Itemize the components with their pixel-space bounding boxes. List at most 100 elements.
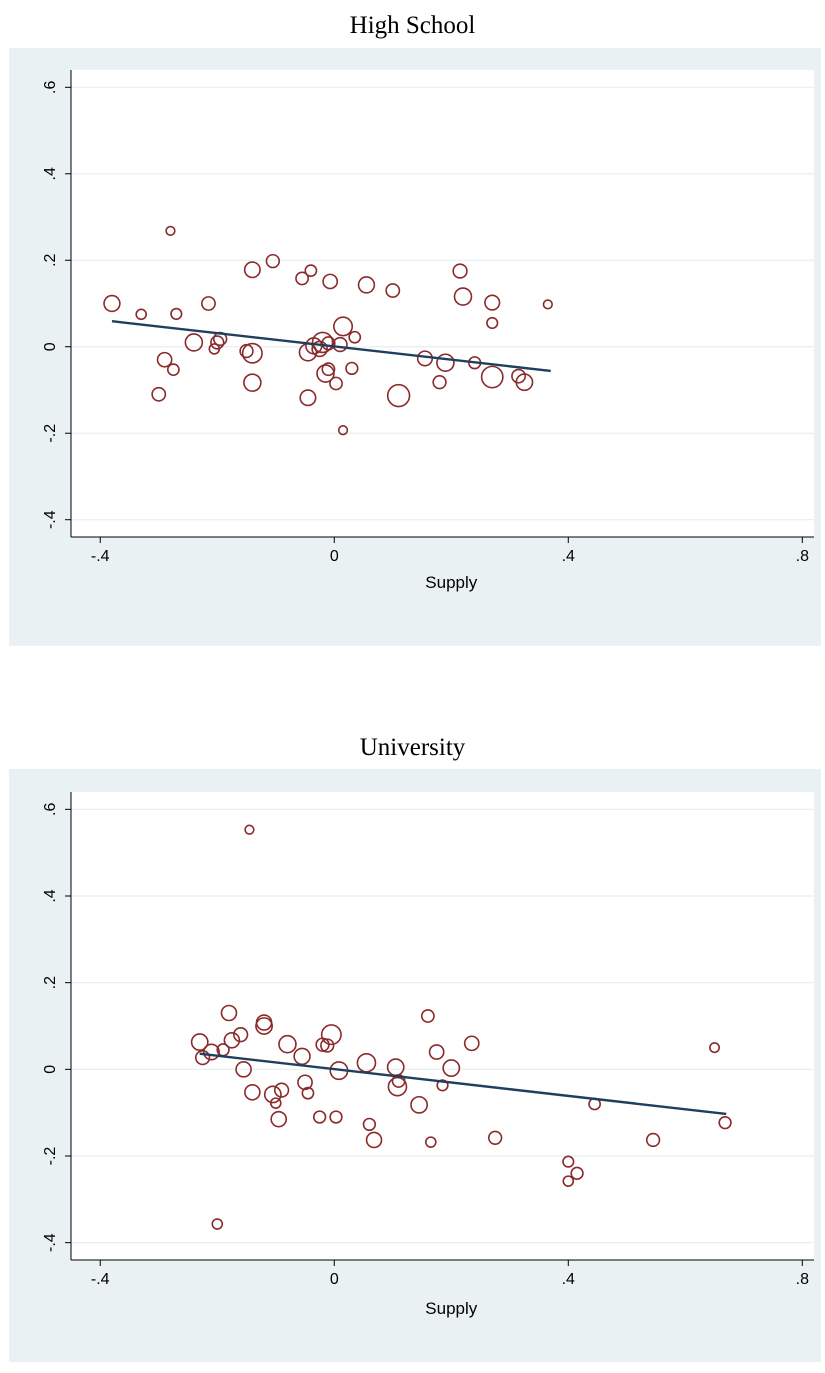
data-point — [295, 271, 310, 286]
data-point — [542, 299, 553, 310]
data-point — [243, 261, 261, 279]
data-point — [709, 1042, 721, 1054]
plot-region — [71, 70, 814, 537]
data-point — [170, 307, 183, 320]
data-point — [311, 331, 334, 354]
data-point — [486, 316, 499, 330]
x-tick-label: .4 — [562, 1271, 575, 1288]
data-point — [320, 1038, 335, 1053]
data-point — [436, 1079, 449, 1092]
data-point — [269, 1097, 282, 1109]
plot-region — [71, 792, 814, 1260]
x-tick-label: 0 — [330, 1271, 339, 1288]
fitted-line — [199, 1052, 727, 1116]
data-point — [463, 1035, 480, 1052]
x-axis-title: Supply — [425, 1299, 477, 1318]
data-point — [211, 1218, 224, 1230]
data-point — [263, 1085, 282, 1104]
data-point — [329, 1110, 343, 1124]
data-point — [151, 386, 167, 402]
data-point — [304, 264, 318, 278]
scatter-chart-high-school: -.4 -.2 0 .2 .4 .6 -.4 0 .4 .8 Supply — [9, 48, 821, 646]
data-point — [453, 287, 473, 306]
y-tick-label: 0 — [42, 342, 59, 351]
data-point — [333, 316, 354, 337]
data-point — [345, 361, 359, 376]
data-point — [194, 1049, 211, 1066]
data-point — [135, 308, 148, 321]
data-point — [432, 375, 447, 390]
x-tick-label: .4 — [562, 548, 575, 565]
data-point — [362, 1117, 377, 1132]
y-tick-label: .6 — [42, 803, 59, 816]
data-point — [220, 1004, 238, 1022]
data-point — [487, 1130, 503, 1145]
data-point — [511, 368, 526, 384]
data-point — [337, 425, 349, 436]
data-point — [312, 1110, 327, 1124]
data-point — [718, 1115, 732, 1130]
data-point — [329, 376, 343, 391]
y-tick-label: -.2 — [42, 424, 59, 443]
x-tick-label: .8 — [796, 548, 809, 565]
data-point — [515, 373, 534, 392]
data-point — [299, 389, 317, 407]
data-point — [165, 225, 176, 236]
y-tick-label: .2 — [42, 253, 59, 266]
data-point — [436, 353, 455, 373]
data-point — [322, 273, 339, 290]
data-point — [244, 1083, 261, 1101]
data-point — [202, 1043, 220, 1061]
chart-title-high-school: High School — [349, 12, 476, 39]
data-point — [480, 365, 504, 389]
data-point — [320, 1024, 342, 1046]
scatter-chart-university: -.4 -.2 0 .2 .4 .6 -.4 0 .4 .8 Supply — [9, 769, 821, 1362]
data-point — [562, 1175, 575, 1187]
x-tick-label: -.4 — [91, 548, 110, 565]
data-point — [233, 1027, 249, 1043]
data-point — [424, 1136, 437, 1148]
data-point — [321, 362, 336, 377]
data-point — [244, 824, 255, 835]
data-point — [208, 343, 221, 355]
data-point — [265, 253, 281, 269]
y-tick-label: .6 — [42, 81, 59, 94]
data-point — [270, 1110, 287, 1128]
data-point — [387, 1076, 408, 1097]
data-point — [156, 351, 173, 368]
data-point — [386, 383, 411, 408]
y-tick-label: .4 — [42, 167, 59, 180]
data-point — [235, 1061, 252, 1078]
y-tick-label: -.4 — [42, 1233, 59, 1252]
data-point — [442, 1059, 461, 1077]
data-point — [210, 335, 225, 350]
data-point — [420, 1009, 435, 1023]
data-point — [243, 373, 262, 392]
data-point — [332, 336, 348, 353]
x-tick-label: 0 — [330, 548, 339, 565]
data-point — [255, 1017, 273, 1035]
data-point — [278, 1034, 297, 1054]
fitted-line — [111, 320, 551, 373]
y-tick-label: 0 — [42, 1065, 59, 1074]
data-point — [365, 1131, 383, 1149]
data-point — [570, 1166, 584, 1181]
data-point — [357, 276, 376, 294]
data-point — [321, 336, 336, 351]
data-point — [348, 330, 362, 344]
data-point — [385, 283, 401, 298]
data-point — [241, 342, 263, 364]
data-point — [184, 333, 204, 352]
data-point — [562, 1155, 575, 1168]
data-point — [645, 1132, 661, 1148]
y-tick-label: -.4 — [42, 510, 59, 529]
data-point — [223, 1031, 241, 1049]
y-tick-label: -.2 — [42, 1147, 59, 1166]
data-point — [428, 1044, 445, 1060]
data-point — [273, 1082, 290, 1098]
data-point — [301, 1086, 315, 1100]
data-point — [316, 364, 335, 383]
data-point — [190, 1033, 209, 1051]
data-point — [297, 1074, 313, 1091]
data-point — [103, 294, 121, 313]
